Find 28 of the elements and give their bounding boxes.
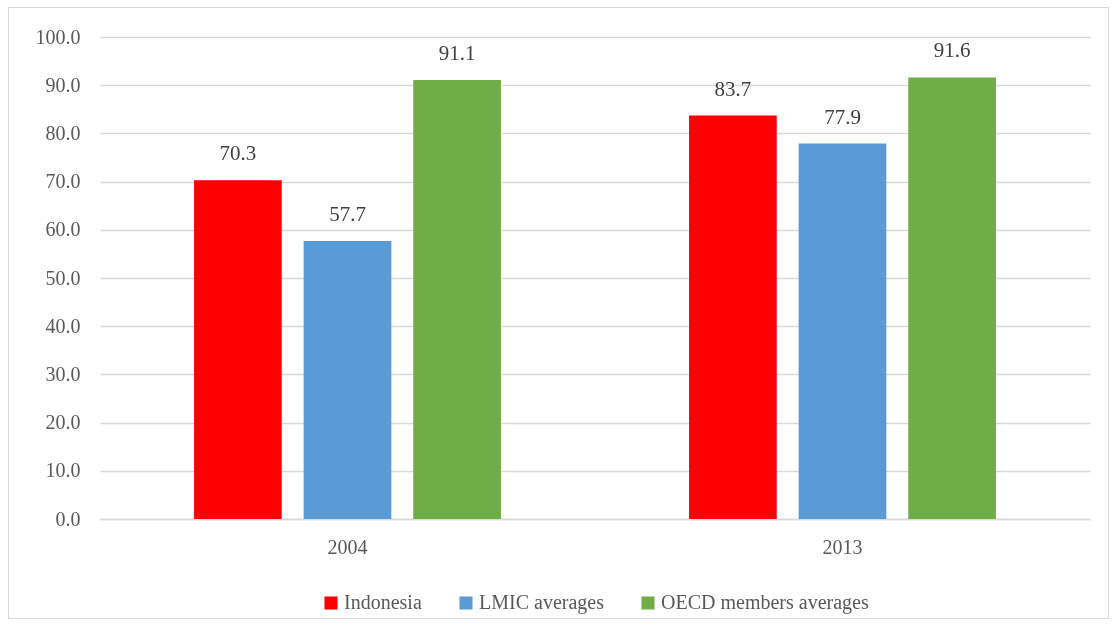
bar bbox=[303, 240, 392, 519]
legend-label: OECD members averages bbox=[661, 591, 869, 614]
bar bbox=[908, 77, 996, 519]
y-tick-label: 70.0 bbox=[45, 170, 81, 193]
data-label: 70.3 bbox=[219, 141, 257, 166]
data-label: 83.7 bbox=[714, 76, 752, 101]
data-label: 77.9 bbox=[824, 104, 861, 129]
data-label: 91.6 bbox=[933, 38, 971, 63]
y-tick-label: 80.0 bbox=[45, 121, 81, 144]
legend-label: Indonesia bbox=[344, 591, 422, 613]
x-tick-label: 2013 bbox=[822, 535, 863, 558]
y-tick-label: 90.0 bbox=[45, 73, 81, 96]
data-label: 91.1 bbox=[438, 40, 476, 65]
x-tick-label: 2004 bbox=[327, 535, 368, 558]
y-tick-label: 60.0 bbox=[45, 218, 81, 241]
y-tick-label: 50.0 bbox=[45, 266, 81, 289]
y-tick-label: 100.0 bbox=[35, 25, 81, 48]
y-tick-label: 30.0 bbox=[45, 362, 81, 385]
y-tick-label: 10.0 bbox=[45, 459, 81, 482]
bar bbox=[798, 143, 887, 519]
y-tick-label: 0.0 bbox=[55, 507, 81, 530]
bar bbox=[194, 180, 282, 519]
bar bbox=[689, 115, 777, 519]
legend-label: LMIC averages bbox=[479, 591, 605, 614]
data-label: 57.7 bbox=[329, 201, 366, 226]
y-tick-label: 40.0 bbox=[45, 314, 81, 337]
y-tick-label: 20.0 bbox=[45, 411, 81, 434]
bar bbox=[413, 79, 501, 519]
